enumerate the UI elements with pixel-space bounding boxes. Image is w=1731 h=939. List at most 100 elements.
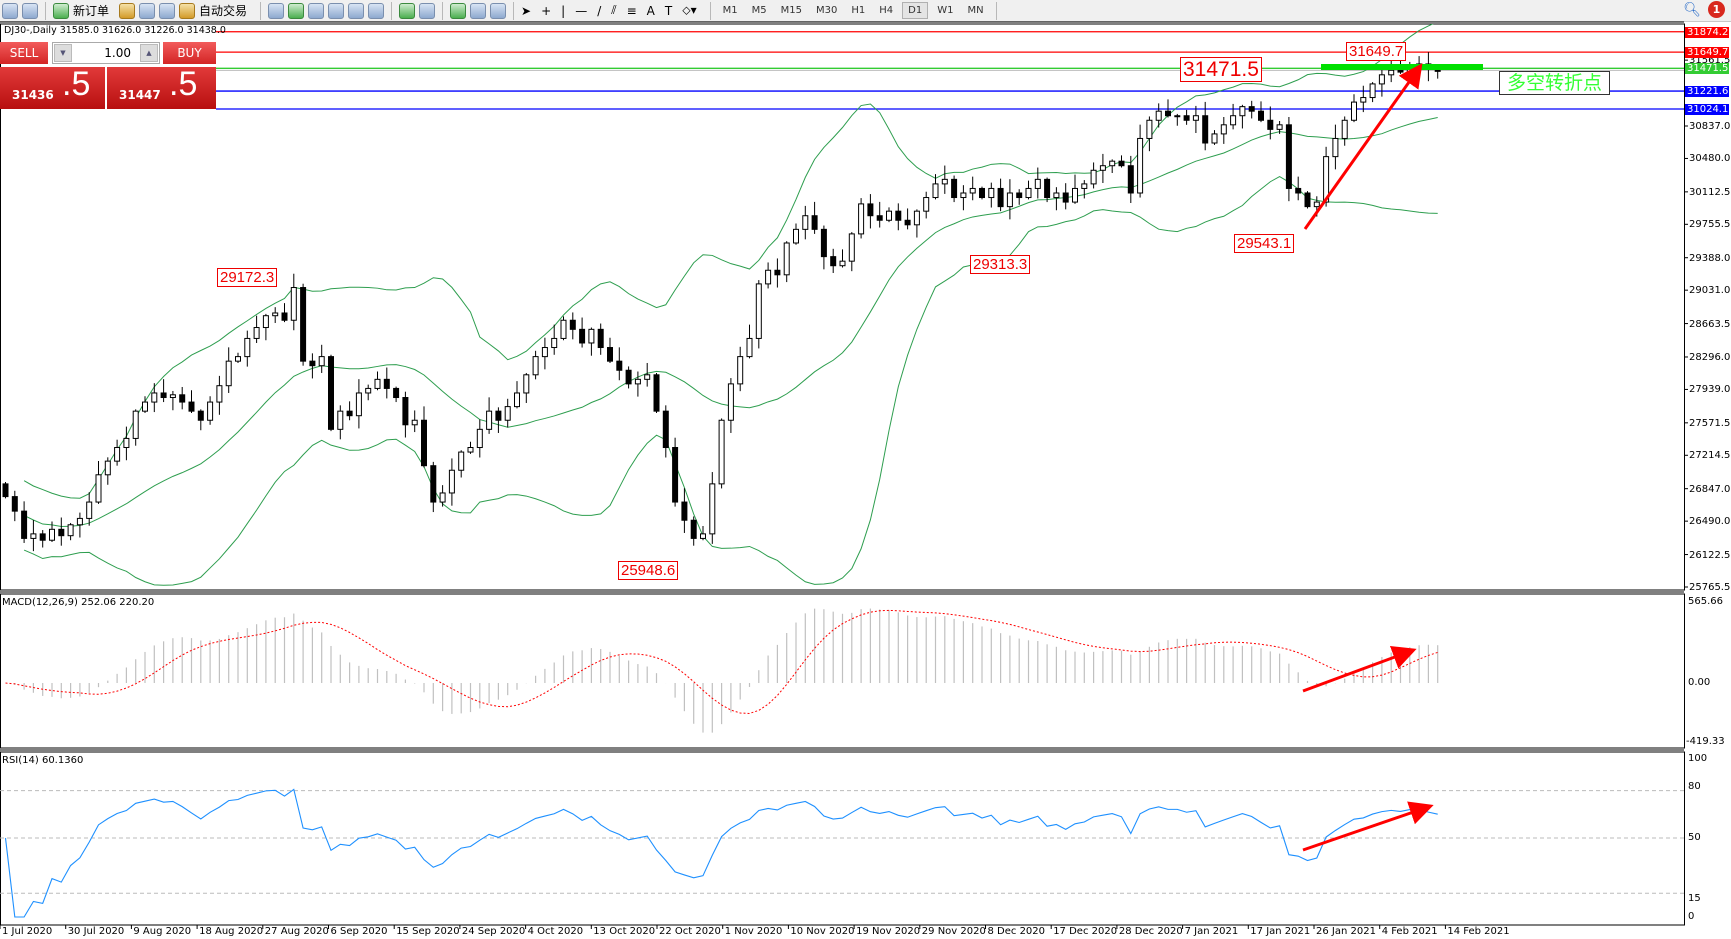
candle (588, 327, 595, 356)
candle-body (262, 315, 269, 329)
candle (179, 386, 186, 410)
annotation-low-jan[interactable]: 29543.1 (1234, 234, 1295, 253)
auto-trading-icon[interactable] (179, 2, 196, 19)
candle-body (551, 337, 558, 349)
horizontal-line-icon[interactable]: — (575, 3, 588, 18)
timeframe-m1[interactable]: M1 (722, 5, 738, 16)
templates-icon[interactable] (490, 2, 507, 19)
chart-window-icon[interactable] (2, 2, 18, 19)
timeframe-m30[interactable]: M30 (816, 5, 838, 16)
candle-body (1062, 192, 1069, 203)
candle (49, 521, 55, 543)
annotation-low-oct[interactable]: 25948.6 (618, 561, 679, 580)
text-icon[interactable]: A (646, 3, 655, 18)
candle (1192, 105, 1199, 133)
rsi-axis-50: 50 (1688, 832, 1701, 843)
candle (495, 407, 502, 433)
fibonacci-icon[interactable]: ≡ (626, 3, 637, 18)
candle (709, 472, 716, 544)
lot-increase-icon[interactable]: ▲ (140, 44, 158, 62)
annotation-high-aug[interactable]: 29172.3 (217, 268, 278, 287)
candle (104, 457, 111, 485)
candle-body (1044, 178, 1051, 199)
zoom-out-icon[interactable] (348, 2, 365, 19)
terminal-icon[interactable] (139, 2, 156, 19)
horizontal-levels (216, 31, 1684, 110)
candle (551, 324, 558, 355)
tile-windows-icon[interactable] (368, 2, 385, 19)
zoom-in-icon[interactable] (328, 2, 345, 19)
candle-body (653, 374, 660, 412)
date-axis-label: 4 Feb 2021 (1381, 926, 1438, 937)
bar-chart-icon[interactable] (268, 2, 285, 19)
candle-body (169, 394, 176, 399)
arrows-icon[interactable]: ⬦▾ (682, 3, 697, 17)
candle (634, 371, 641, 397)
lot-size-input[interactable]: 1.00 (52, 42, 160, 64)
crosshair-icon[interactable]: + (541, 3, 552, 18)
candle-body (123, 437, 130, 449)
candle-body (848, 233, 855, 262)
candle (76, 512, 83, 538)
line-chart-icon[interactable] (308, 2, 325, 19)
candle-body (2, 483, 9, 498)
notification-badge[interactable]: 1 (1708, 1, 1725, 18)
candle-body (439, 492, 446, 503)
trendline-icon[interactable]: / (597, 3, 602, 18)
metaeditor-icon[interactable] (119, 2, 136, 19)
new-order-button[interactable]: 新订单 (73, 4, 110, 18)
annotation-pivot-text[interactable]: 多空转折点 (1499, 71, 1610, 95)
candle-body (560, 319, 567, 339)
timeframe-mn[interactable]: MN (967, 5, 984, 16)
date-axis-label: 18 Aug 2020 (199, 926, 264, 937)
annotation-pivot-price[interactable]: 31471.5 (1180, 57, 1262, 82)
pane-border (0, 593, 1685, 749)
timeframe-m15[interactable]: M15 (780, 5, 803, 16)
candlestick-icon[interactable] (288, 2, 305, 19)
candle-body (569, 319, 576, 330)
candle-body (1230, 115, 1237, 126)
candle-body (411, 419, 418, 426)
vertical-line-icon[interactable]: | (561, 3, 566, 18)
annotation-high-feb[interactable]: 31649.7 (1346, 42, 1407, 61)
candle (1118, 155, 1125, 168)
sell-button[interactable]: SELL (0, 42, 48, 64)
search-icon[interactable]: 🔍︎ (1683, 2, 1701, 18)
candle-body (225, 360, 232, 387)
macd-trend-arrow (1302, 645, 1417, 693)
text-label-icon[interactable]: T (664, 3, 673, 18)
candle (207, 396, 214, 425)
candle-body (1248, 106, 1255, 112)
new-order-icon[interactable] (53, 2, 69, 19)
sell-price-box[interactable]: 31436 .5 (0, 65, 105, 109)
candle (169, 390, 176, 411)
candle (188, 390, 195, 413)
indicators-icon[interactable] (450, 2, 467, 19)
timeframe-w1[interactable]: W1 (937, 5, 954, 16)
auto-trading-button[interactable]: 自动交易 (199, 4, 248, 18)
candle-body (402, 397, 409, 426)
timeframe-d1[interactable]: D1 (902, 2, 929, 19)
candle (1230, 103, 1237, 130)
timeframe-m5[interactable]: M5 (751, 5, 767, 16)
candle (960, 185, 967, 211)
date-axis-label: 22 Oct 2020 (659, 926, 721, 937)
cursor-icon[interactable]: ➤ (521, 3, 532, 18)
signals-icon[interactable] (159, 2, 176, 19)
annotation-low-dec[interactable]: 29313.3 (970, 255, 1031, 274)
candle-body (541, 347, 548, 358)
buy-price-box[interactable]: 31447 .5 (107, 65, 216, 109)
timeframe-h1[interactable]: H1 (851, 5, 866, 16)
candle (848, 232, 855, 272)
lot-decrease-icon[interactable]: ▼ (54, 44, 72, 62)
buy-button[interactable]: BUY (163, 42, 216, 64)
candle-body (644, 374, 651, 380)
periods-clock-icon[interactable] (470, 2, 487, 19)
timeframe-h4[interactable]: H4 (879, 5, 894, 16)
autoscroll-icon[interactable] (399, 2, 416, 19)
chart-shift-icon[interactable] (419, 2, 436, 19)
candle (746, 324, 753, 359)
zoom-window-icon[interactable] (22, 2, 38, 19)
equidistant-channel-icon[interactable]: ⫽ (611, 3, 617, 17)
